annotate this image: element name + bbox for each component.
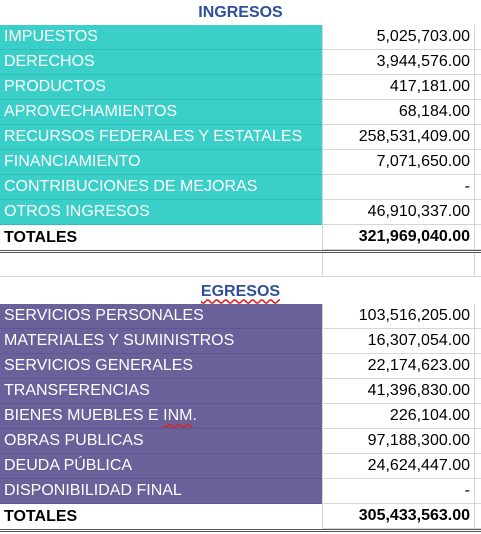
row-value: 41,396,830.00: [322, 379, 474, 404]
empty-cell: [474, 329, 481, 354]
empty-cell: [474, 504, 481, 529]
empty-cell: [474, 75, 481, 100]
empty-cell: [474, 50, 481, 75]
row-label: SERVICIOS GENERALES: [0, 354, 322, 379]
table-row[interactable]: OTROS INGRESOS 46,910,337.00: [0, 200, 481, 225]
empty-cell: [474, 454, 481, 479]
ingresos-title: INGRESOS: [198, 3, 283, 21]
empty-cell: [474, 225, 481, 250]
table-row[interactable]: FINANCIAMIENTO 7,071,650.00: [0, 150, 481, 175]
row-value: 24,624,447.00: [322, 454, 474, 479]
empty-cell: [474, 253, 481, 277]
row-value: 3,944,576.00: [322, 50, 474, 75]
row-label: APROVECHAMIENTOS: [0, 100, 322, 125]
row-label: PRODUCTOS: [0, 75, 322, 100]
row-value: 258,531,409.00: [322, 125, 474, 150]
row-value: 7,071,650.00: [322, 150, 474, 175]
row-value: 226,104.00: [322, 404, 474, 429]
row-label: BIENES MUEBLES E INM.: [0, 404, 322, 429]
empty-cell: [474, 354, 481, 379]
row-value: 22,174,623.00: [322, 354, 474, 379]
table-row[interactable]: SERVICIOS GENERALES 22,174,623.00: [0, 354, 481, 379]
empty-cell: [474, 150, 481, 175]
ingresos-header-row[interactable]: INGRESOS: [0, 0, 481, 25]
row-label: DERECHOS: [0, 50, 322, 75]
row-label: DISPONIBILIDAD FINAL: [0, 479, 322, 504]
table-row[interactable]: IMPUESTOS 5,025,703.00: [0, 25, 481, 50]
empty-cell: [0, 253, 322, 277]
empty-cell: [474, 429, 481, 454]
row-label: RECURSOS FEDERALES Y ESTATALES: [0, 125, 322, 150]
table-row[interactable]: MATERIALES Y SUMINISTROS 16,307,054.00: [0, 329, 481, 354]
row-value: 103,516,205.00: [322, 304, 474, 329]
row-value: -: [322, 175, 474, 200]
table-row[interactable]: PRODUCTOS 417,181.00: [0, 75, 481, 100]
row-label: DEUDA PÚBLICA: [0, 454, 322, 479]
table-row[interactable]: APROVECHAMIENTOS 68,184.00: [0, 100, 481, 125]
table-row[interactable]: SERVICIOS PERSONALES 103,516,205.00: [0, 304, 481, 329]
total-label: TOTALES: [0, 504, 322, 529]
empty-cell: [322, 253, 474, 277]
egresos-title: EGRESOS: [200, 282, 281, 300]
empty-cell: [474, 25, 481, 50]
empty-cell: [474, 479, 481, 504]
table-row[interactable]: RECURSOS FEDERALES Y ESTATALES 258,531,4…: [0, 125, 481, 150]
row-label: OBRAS PUBLICAS: [0, 429, 322, 454]
ingresos-total-row[interactable]: TOTALES 321,969,040.00: [0, 225, 481, 253]
row-value: 417,181.00: [322, 75, 474, 100]
spellcheck-word: INM: [163, 407, 193, 424]
table-row[interactable]: OBRAS PUBLICAS 97,188,300.00: [0, 429, 481, 454]
empty-cell: [474, 304, 481, 329]
table-row[interactable]: DISPONIBILIDAD FINAL -: [0, 479, 481, 504]
table-row[interactable]: BIENES MUEBLES E INM. 226,104.00: [0, 404, 481, 429]
empty-row[interactable]: [0, 253, 481, 277]
total-value: 305,433,563.00: [322, 504, 474, 529]
row-value: 97,188,300.00: [322, 429, 474, 454]
row-value: 68,184.00: [322, 100, 474, 125]
row-label: SERVICIOS PERSONALES: [0, 304, 322, 329]
table-row[interactable]: DERECHOS 3,944,576.00: [0, 50, 481, 75]
empty-cell: [474, 125, 481, 150]
row-label-text: BIENES MUEBLES E INM.: [4, 407, 197, 424]
row-label: IMPUESTOS: [0, 25, 322, 50]
empty-cell: [474, 404, 481, 429]
table-row[interactable]: TRANSFERENCIAS 41,396,830.00: [0, 379, 481, 404]
row-label: TRANSFERENCIAS: [0, 379, 322, 404]
row-value: 46,910,337.00: [322, 200, 474, 225]
egresos-total-row[interactable]: TOTALES 305,433,563.00: [0, 504, 481, 532]
table-row[interactable]: DEUDA PÚBLICA 24,624,447.00: [0, 454, 481, 479]
egresos-header-row[interactable]: EGRESOS: [0, 279, 481, 304]
row-label: OTROS INGRESOS: [0, 200, 322, 225]
empty-cell: [474, 379, 481, 404]
row-label: FINANCIAMIENTO: [0, 150, 322, 175]
empty-cell: [474, 100, 481, 125]
table-row[interactable]: CONTRIBUCIONES DE MEJORAS -: [0, 175, 481, 200]
empty-cell: [474, 175, 481, 200]
row-value: -: [322, 479, 474, 504]
total-value: 321,969,040.00: [322, 225, 474, 250]
row-value: 5,025,703.00: [322, 25, 474, 50]
row-value: 16,307,054.00: [322, 329, 474, 354]
empty-cell: [474, 200, 481, 225]
row-label: MATERIALES Y SUMINISTROS: [0, 329, 322, 354]
row-label: CONTRIBUCIONES DE MEJORAS: [0, 175, 322, 200]
total-label: TOTALES: [0, 225, 322, 250]
